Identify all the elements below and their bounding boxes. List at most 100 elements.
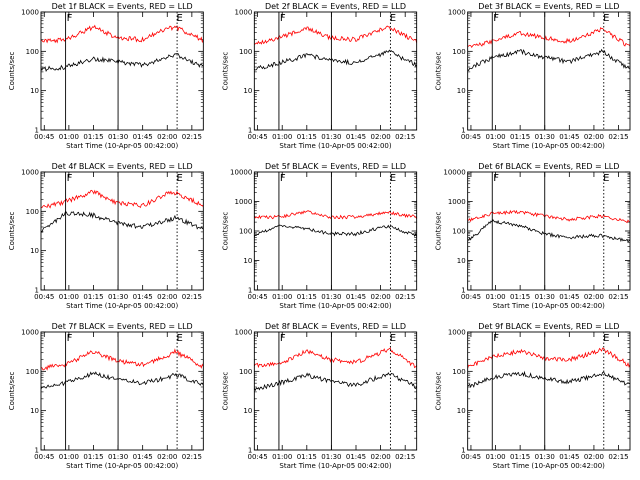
x-tick-label: 00:45 [34, 293, 54, 301]
chart-title: Det 7f BLACK = Events, RED = LLD [52, 322, 193, 331]
lld-series-line [253, 347, 417, 369]
y-tick-label: 1 [248, 127, 252, 135]
plot-frame [40, 171, 204, 291]
x-tick-label: 01:15 [83, 293, 103, 301]
y-tick-label: 100 [239, 368, 252, 376]
x-tick-label: 02:15 [608, 133, 628, 141]
chart-title: Det 4f BLACK = Events, RED = LLD [52, 162, 193, 171]
x-tick-label: 01:00 [485, 133, 505, 141]
marker-annotation: E [390, 173, 396, 184]
x-tick-label: 02:00 [370, 133, 390, 141]
x-axis-label: Start Time (10-Apr-05 00:42:00) [279, 462, 391, 470]
x-axis-label: Start Time (10-Apr-05 00:42:00) [66, 462, 178, 470]
x-axis-label: Start Time (10-Apr-05 00:42:00) [66, 302, 178, 310]
lld-series-line [40, 189, 204, 209]
y-tick-label: 10 [243, 87, 252, 95]
x-axis-label: Start Time (10-Apr-05 00:42:00) [279, 302, 391, 310]
x-tick-label: 02:00 [370, 293, 390, 301]
y-tick-label: 100 [239, 228, 252, 236]
x-tick-label: 01:00 [272, 453, 292, 461]
x-tick-label: 01:30 [321, 293, 341, 301]
x-tick-label: 02:00 [370, 453, 390, 461]
x-tick-label: 01:15 [297, 293, 317, 301]
x-tick-label: 00:45 [248, 453, 268, 461]
chart-panel-1: Det 1f BLACK = Events, RED = LLD Counts/s… [8, 2, 204, 150]
plot-frame [253, 11, 418, 131]
events-series-line [253, 224, 418, 238]
x-tick-label: 00:45 [34, 133, 54, 141]
marker-annotation: E [176, 13, 182, 24]
chart-title: Det 9f BLACK = Events, RED = LLD [478, 322, 619, 331]
y-tick-label: 1000 [21, 329, 39, 337]
chart-title: Det 3f BLACK = Events, RED = LLD [478, 2, 619, 11]
chart-panel-7: Det 7f BLACK = Events, RED = LLD Counts/s… [8, 322, 204, 470]
y-tick-label: 100 [452, 228, 465, 236]
y-tick-label: 1000 [448, 198, 466, 206]
y-tick-label: 1 [461, 287, 465, 295]
plot-frame [467, 11, 631, 131]
y-tick-label: 10 [30, 407, 39, 415]
lld-series-line [253, 210, 418, 220]
marker-annotation: F [67, 13, 73, 24]
y-tick-label: 10 [243, 257, 252, 265]
events-series-line [254, 49, 417, 71]
x-tick-label: 01:45 [346, 293, 366, 301]
marker-annotation: E [176, 333, 182, 344]
plot-frame [40, 11, 204, 131]
x-tick-label: 01:30 [108, 133, 128, 141]
x-axis-label: Start Time (10-Apr-05 00:42:00) [493, 462, 605, 470]
y-axis-label: Counts/sec [221, 52, 229, 91]
lld-series-line [467, 347, 631, 369]
y-tick-label: 10 [243, 407, 252, 415]
marker-annotation: F [493, 173, 499, 184]
y-tick-label: 1 [35, 287, 39, 295]
y-tick-label: 1000 [21, 9, 39, 17]
x-tick-label: 01:00 [59, 133, 79, 141]
x-tick-label: 02:00 [584, 133, 604, 141]
x-tick-label: 01:45 [559, 133, 579, 141]
y-tick-label: 1 [248, 447, 252, 455]
x-tick-label: 01:15 [510, 293, 530, 301]
x-tick-label: 01:30 [535, 453, 555, 461]
lld-series-line [40, 348, 204, 371]
y-tick-label: 100 [452, 48, 465, 56]
marker-annotation: E [390, 13, 396, 24]
y-axis-label: Counts/sec [435, 372, 443, 411]
x-tick-label: 01:45 [559, 293, 579, 301]
events-series-line [40, 53, 204, 73]
x-tick-label: 00:45 [34, 453, 54, 461]
x-tick-label: 00:45 [461, 453, 481, 461]
x-tick-label: 02:15 [395, 293, 415, 301]
x-tick-label: 02:15 [182, 453, 202, 461]
marker-annotation: E [603, 13, 609, 24]
y-tick-label: 1000 [448, 9, 466, 17]
y-axis-label: Counts/sec [221, 372, 229, 411]
y-axis-label: Counts/sec [8, 52, 16, 91]
x-tick-label: 01:30 [108, 293, 128, 301]
marker-annotation: F [493, 333, 499, 344]
x-tick-label: 01:00 [272, 293, 292, 301]
marker-annotation: E [176, 173, 182, 184]
x-axis-label: Start Time (10-Apr-05 00:42:00) [493, 142, 605, 150]
x-tick-label: 01:00 [59, 453, 79, 461]
events-series-line [40, 371, 204, 390]
x-tick-label: 01:00 [272, 133, 292, 141]
x-tick-label: 01:00 [59, 293, 79, 301]
x-tick-label: 02:15 [182, 133, 202, 141]
y-axis-label: Counts/sec [435, 212, 443, 251]
plot-frame [253, 331, 418, 451]
y-tick-label: 100 [26, 368, 39, 376]
y-tick-label: 1 [35, 127, 39, 135]
y-axis-label: Counts/sec [8, 212, 16, 251]
events-series-line [40, 211, 204, 234]
chart-title: Det 2f BLACK = Events, RED = LLD [265, 2, 406, 11]
x-tick-label: 01:00 [485, 293, 505, 301]
chart-panel-3: Det 3f BLACK = Events, RED = LLD Counts/s… [435, 2, 631, 150]
y-tick-label: 1000 [21, 169, 39, 177]
chart-panel-9: Det 9f BLACK = Events, RED = LLD Counts/s… [435, 322, 631, 470]
y-tick-label: 10 [30, 247, 39, 255]
y-tick-label: 100 [239, 48, 252, 56]
y-axis-label: Counts/sec [8, 372, 16, 411]
marker-annotation: F [67, 333, 73, 344]
